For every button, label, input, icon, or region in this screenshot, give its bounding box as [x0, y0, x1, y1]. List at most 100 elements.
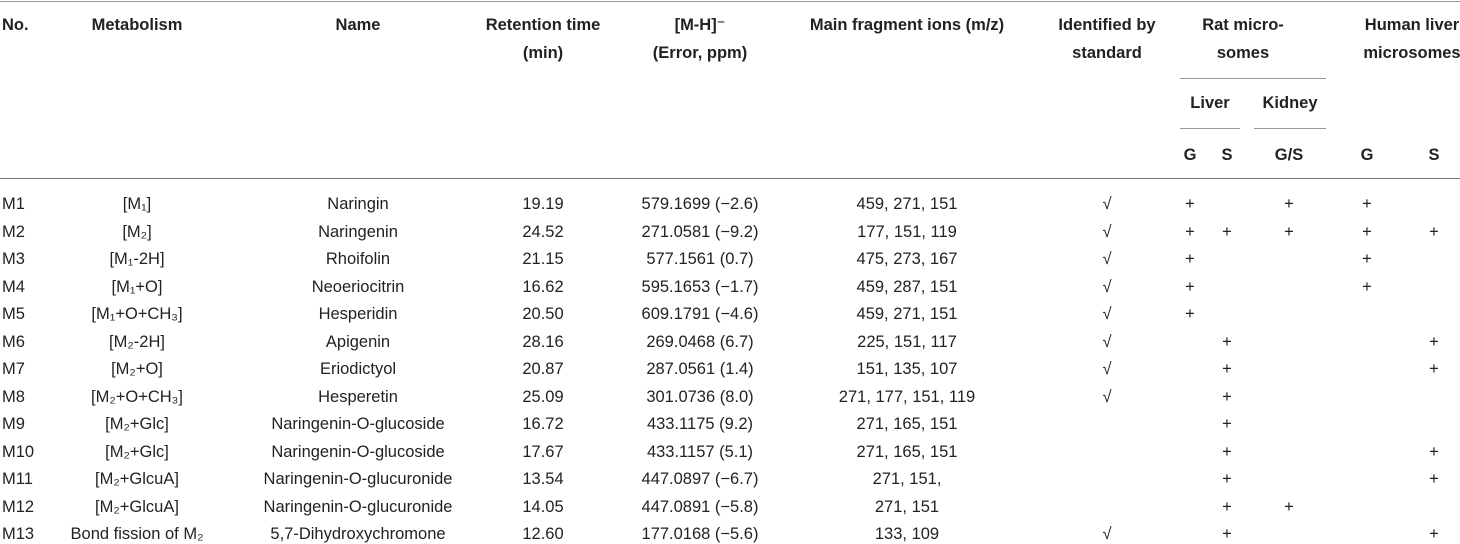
table-cell: +	[1185, 194, 1195, 213]
table-cell: 433.1175 (9.2)	[646, 414, 754, 433]
table-cell: Naringenin-O-glucuronide	[263, 469, 453, 488]
table-cell: √	[1102, 359, 1112, 378]
table-cell: 475, 273, 167	[856, 249, 958, 268]
table-cell: Rhoifolin	[325, 249, 391, 268]
table-cell: Hesperidin	[318, 304, 398, 323]
table-cell: 459, 271, 151	[856, 304, 958, 323]
table-cell: [M₂]	[122, 222, 152, 241]
table-cell: [M₁]	[122, 194, 152, 213]
table-cell: +	[1222, 497, 1232, 516]
table-cell: 595.1653 (−1.7)	[641, 277, 759, 296]
table-cell: +	[1222, 332, 1232, 351]
subheader-cell: G/S	[1274, 145, 1304, 164]
table-cell: M2	[2, 222, 25, 241]
table-cell: M8	[2, 387, 25, 406]
table-cell: [M₁+O+CH₃]	[91, 304, 183, 323]
table-cell: +	[1185, 304, 1195, 323]
table-cell: Naringin	[327, 194, 389, 213]
table-cell: M5	[2, 304, 25, 323]
table-cell: M1	[2, 194, 25, 213]
table-cell: +	[1429, 442, 1439, 461]
table-cell: +	[1429, 469, 1439, 488]
table-cell: +	[1362, 194, 1372, 213]
header-cell: microsomes	[1363, 43, 1460, 62]
table-cell: 177, 151, 119	[857, 222, 957, 241]
table-cell: 609.1791 (−4.6)	[641, 304, 759, 323]
table-cell: 271, 165, 151	[856, 414, 958, 433]
table-cell: +	[1222, 222, 1232, 241]
table-cell: +	[1222, 359, 1232, 378]
table-cell: 301.0736 (8.0)	[646, 387, 754, 406]
table-cell: +	[1362, 277, 1372, 296]
table-cell: [M₂+O+CH₃]	[91, 387, 183, 406]
table-cell: 14.05	[522, 497, 564, 516]
table-cell: M12	[2, 497, 35, 516]
table-cell: M9	[2, 414, 25, 433]
header-cell: No.	[2, 15, 29, 34]
table-cell: Apigenin	[325, 332, 391, 351]
header-cell: Identified by	[1058, 15, 1156, 34]
header-cell: Main fragment ions (m/z)	[809, 15, 1005, 34]
table-cell: √	[1102, 222, 1112, 241]
table-cell: M6	[2, 332, 25, 351]
table-cell: 12.60	[522, 524, 564, 543]
table-cell: 225, 151, 117	[857, 332, 957, 351]
table-cell: 433.1157 (5.1)	[646, 442, 754, 461]
table-cell: Hesperetin	[318, 387, 398, 406]
table-cell: 20.50	[522, 304, 564, 323]
table-cell: 271.0581 (−9.2)	[641, 222, 759, 241]
table-cell: M10	[2, 442, 35, 461]
subheader-cell: S	[1428, 145, 1440, 164]
table-cell: +	[1185, 222, 1195, 241]
table-cell: 16.72	[522, 414, 564, 433]
table-cell: 151, 135, 107	[856, 359, 958, 378]
table-cell: √	[1102, 304, 1112, 323]
subheader-cell: S	[1221, 145, 1233, 164]
subheader-cell: G	[1360, 145, 1374, 164]
table-cell: √	[1102, 277, 1112, 296]
table-cell: [M₂+Glc]	[105, 414, 169, 433]
subheader-cell: G	[1183, 145, 1197, 164]
table-cell: 287.0561 (1.4)	[646, 359, 754, 378]
table-cell: +	[1362, 222, 1372, 241]
header-cell: (min)	[522, 43, 564, 62]
table-cell: 459, 271, 151	[856, 194, 958, 213]
table-cell: 271, 177, 151, 119	[838, 387, 976, 406]
table-cell: M7	[2, 359, 25, 378]
table-cell: +	[1429, 332, 1439, 351]
table-cell: 271, 151,	[872, 469, 942, 488]
header-cell: Metabolism	[91, 15, 183, 34]
table-cell: [M₁+O]	[111, 277, 163, 296]
table-cell: √	[1102, 524, 1112, 543]
rat-rule	[1180, 78, 1326, 79]
table-cell: 133, 109	[874, 524, 940, 543]
table-cell: +	[1222, 442, 1232, 461]
table-cell: 13.54	[522, 469, 564, 488]
table-cell: Naringenin-O-glucoside	[271, 414, 445, 433]
table-cell: 271, 165, 151	[856, 442, 958, 461]
table-cell: [M₂+GlcuA]	[95, 469, 179, 488]
table-cell: √	[1102, 194, 1112, 213]
table-cell: 577.1561 (0.7)	[646, 249, 754, 268]
table-cell: 459, 287, 151	[856, 277, 958, 296]
table-cell: √	[1102, 332, 1112, 351]
header-rule	[0, 178, 1460, 179]
subheader-cell: Kidney	[1262, 93, 1318, 112]
table-cell: +	[1222, 414, 1232, 433]
header-cell: standard	[1072, 43, 1142, 62]
table-cell: +	[1222, 524, 1232, 543]
table-cell: Naringenin-O-glucuronide	[263, 497, 453, 516]
table-cell: M13	[2, 524, 35, 543]
table-cell: Naringenin	[318, 222, 398, 241]
table-cell: +	[1429, 222, 1439, 241]
table-cell: 177.0168 (−5.6)	[641, 524, 759, 543]
top-rule	[0, 1, 1460, 2]
table-cell: Neoeriocitrin	[311, 277, 405, 296]
table-cell: 5,7-Dihydroxychromone	[270, 524, 446, 543]
table-cell: +	[1185, 249, 1195, 268]
table-cell: +	[1222, 469, 1232, 488]
table-cell: [M₂-2H]	[109, 332, 165, 351]
table-cell: 20.87	[522, 359, 564, 378]
table-cell: +	[1429, 359, 1439, 378]
